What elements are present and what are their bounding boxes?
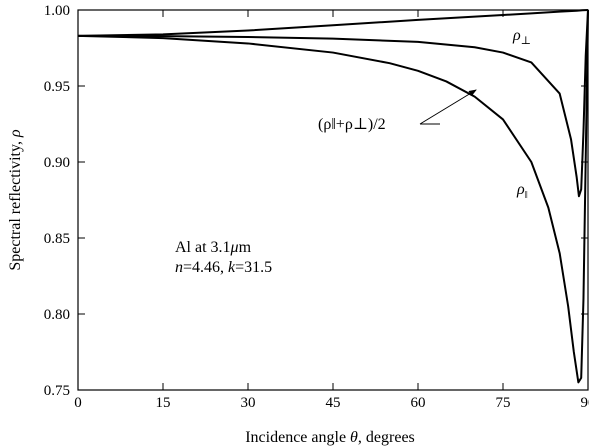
y-tick-label: 0.85 [44,231,70,247]
y-tick-label: 0.75 [44,383,70,399]
y-tick-label: 0.95 [44,79,70,95]
x-tick-label: 45 [326,395,341,411]
series-line-rho-perp [77,9,589,37]
axis-ticks: 0 15 30 45 60 75 90 0.75 0.80 0.85 0.90 0.95 1.00 [44,3,589,411]
y-tick-label: 0.80 [44,307,70,323]
x-tick-label: 15 [156,395,171,411]
series-line-rho-par [77,9,589,384]
label-rho-avg: (ρ‖+ρ⊥)/2 [318,116,386,133]
label-rho-perp: ρ⊥ [512,27,531,47]
x-tick-label: 0 [74,395,82,411]
label-rho-avg-arrow [419,89,477,125]
material-label-line2: n=4.46, k=31.5 [175,259,272,276]
x-axis-title: Incidence angle θ, degrees [245,429,415,446]
y-axis-title: Spectral reflectivity, ρ [7,129,24,271]
plot-frame [77,9,589,391]
x-tick-label: 90 [581,395,589,411]
y-tick-label: 1.00 [44,3,70,19]
x-tick-label: 60 [411,395,426,411]
y-tick-label: 0.90 [44,155,70,171]
label-rho-par: ρ‖ [516,181,528,201]
x-tick-label: 75 [496,395,511,411]
series-line-rho-avg [77,9,589,198]
x-tick-label: 30 [241,395,256,411]
material-label-line1: Al at 3.1μm [175,239,252,256]
data-series [77,9,589,384]
